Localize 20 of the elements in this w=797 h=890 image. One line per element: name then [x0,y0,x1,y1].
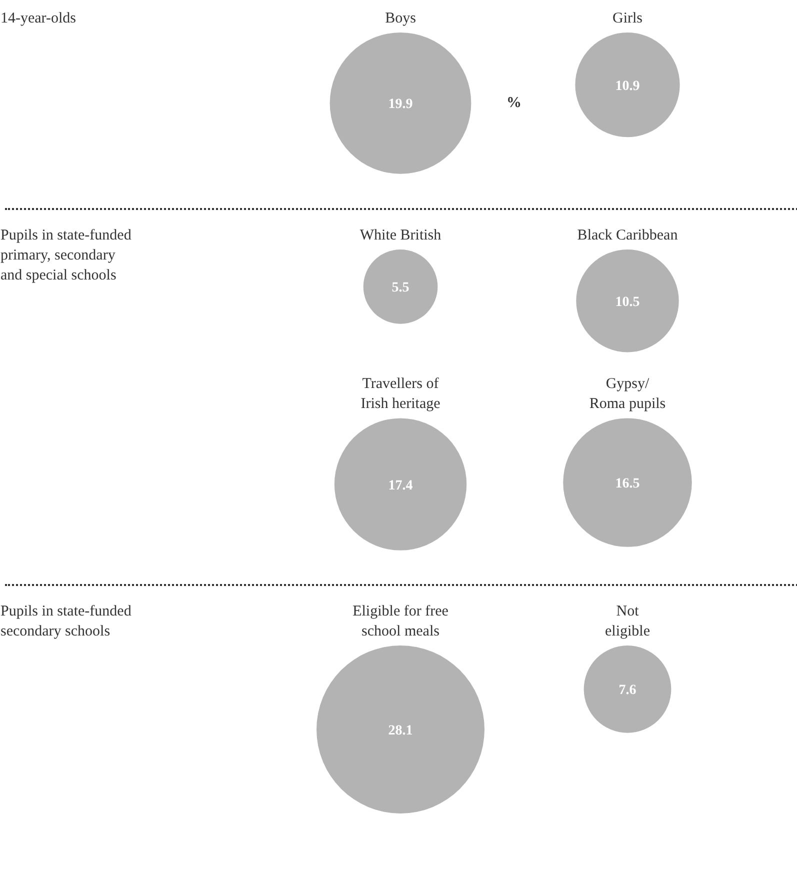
text: Pupils in state-funded primary, secondary and special schools [0,228,132,284]
text: 14-year-olds [0,10,76,26]
category-label: Girls [612,10,643,26]
data-label: 16.5 [615,476,640,492]
data-label: 10.5 [615,294,640,310]
category-label: Black Caribbean [577,228,678,244]
data-label: 28.1 [388,724,413,738]
text: % [506,95,522,112]
category-label: Eligible for free school meals [352,604,449,640]
category-label: White British [360,228,442,244]
data-label: 10.9 [615,78,640,94]
data-label: 5.5 [392,280,410,296]
category-label: Travellers of Irish heritage [360,376,441,412]
data-label: 17.4 [388,478,413,494]
data-label: 7.6 [618,683,636,698]
category-label: Not eligible [605,604,650,640]
data-label: 19.9 [388,97,413,112]
category-label: Gypsy/ Roma pupils [589,376,666,412]
text: Pupils in state-funded secondary schools [0,604,132,640]
category-label: Boys [385,10,416,26]
